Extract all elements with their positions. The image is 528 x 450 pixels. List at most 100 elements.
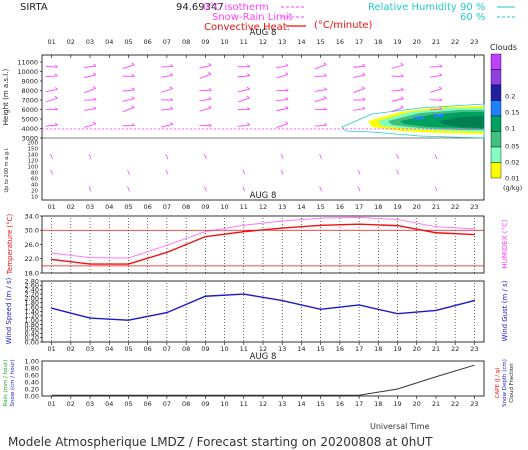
colorbar-tick-label: 0.15 <box>505 109 519 117</box>
wind-arrow <box>45 65 58 68</box>
wind-data-point <box>473 300 475 302</box>
profile-hour-tick-label: 08 <box>182 38 190 46</box>
wind-arrow-head <box>208 105 212 109</box>
wind-arrow <box>314 108 327 111</box>
humidex-axis-title: HUMIDEX (°C) <box>501 219 509 268</box>
wind-arrow-head <box>93 72 97 76</box>
wind-hour-tick-label: 11 <box>240 345 248 353</box>
wind-y-tick-label: 1.00 <box>25 317 39 325</box>
profile-hour-tick-label: 10 <box>220 38 228 46</box>
wind-arrow <box>314 124 327 127</box>
wind-arrow <box>199 98 212 102</box>
profile-low-tick-label: 60 <box>31 177 38 183</box>
temperature-y-tick-label: 22.0 <box>25 255 39 263</box>
temperature-data-point <box>358 216 360 219</box>
colorbar-tick-label: 0.1 <box>505 125 515 133</box>
profile-hour-tick-label: 05 <box>124 38 132 46</box>
precip-hour-tick-label: 15 <box>317 400 325 408</box>
profile-hour-tick-label: 07 <box>163 38 171 46</box>
legend-swatches <box>281 6 515 27</box>
temperature-hour-tick-label: 05 <box>124 203 132 211</box>
temperature-data-point <box>435 226 437 228</box>
wind-arrow-head <box>131 87 135 91</box>
wind-arrow <box>199 124 212 127</box>
profile-low-tick-label: 20 <box>31 189 38 195</box>
wind-arrow-head <box>93 97 97 101</box>
wind-arrow <box>84 87 96 94</box>
wind-arrow-head <box>323 87 327 90</box>
legend-rh-60: 60 % <box>460 12 485 23</box>
wind-hour-tick-label: 02 <box>67 345 75 353</box>
wind-arrow <box>276 99 289 101</box>
wind-arrow <box>314 89 327 92</box>
cape-axis-title: CAPE (J / g) <box>495 368 501 399</box>
precip-y-tick-label: 0.20 <box>25 385 39 393</box>
wind-hour-tick-label: 22 <box>451 345 459 353</box>
surface-wind-arrow <box>165 153 169 160</box>
wind-y-tick-label: 0.20 <box>25 334 39 342</box>
precip-hour-tick-label: 13 <box>278 400 286 408</box>
wind-arrow-head <box>131 123 135 126</box>
wind-arrow-head <box>285 63 289 67</box>
wind-hour-tick-label: 23 <box>470 345 478 353</box>
wind-arrow <box>237 97 250 103</box>
surface-wind-arrow <box>88 186 92 192</box>
wind-arrow-head <box>400 87 404 91</box>
wind-y-tick-label: 2.20 <box>25 290 39 298</box>
wind-arrow <box>314 64 327 70</box>
temperature-data-point <box>89 257 91 259</box>
temperature-data-point <box>243 224 245 226</box>
temperature-hour-tick-label: 16 <box>336 203 344 211</box>
precip-hour-tick-label: 14 <box>297 400 305 408</box>
colorbar-title: Clouds <box>490 43 517 52</box>
wind-arrow <box>391 98 404 102</box>
wind-arrow-head <box>323 62 327 65</box>
surface-wind-arrow <box>319 153 323 160</box>
colorbar-unit: (g/kg) <box>503 184 522 192</box>
temperature-data-point <box>320 224 322 226</box>
wind-y-tick-label: 1.80 <box>25 299 39 307</box>
wind-y-tick-label: 2.60 <box>25 282 39 290</box>
wind-hour-tick-label: 10 <box>220 345 228 353</box>
profile-height-tick-label: 4000 <box>21 125 38 133</box>
profile-height-axis-title: Height (m a.s.l.) <box>2 69 10 126</box>
temperature-data-point <box>127 257 130 259</box>
profile-hour-tick-label: 20 <box>413 38 421 46</box>
snow-axis-title: Snow (cm / hour) <box>10 359 16 406</box>
wind-hour-tick-label: 21 <box>432 345 440 353</box>
wind-arrow-head <box>439 72 443 76</box>
wind-arrow <box>84 123 96 128</box>
wind-arrow <box>122 107 135 112</box>
wind-arrow <box>353 74 366 79</box>
profile-low-axis-title: Up to 200 m a.g.l. <box>4 147 10 192</box>
profile-hour-tick-label: 16 <box>336 38 344 46</box>
colorbar-tick-label: 0.2 <box>505 93 515 101</box>
colorbar-swatch <box>490 146 502 163</box>
temperature-data-point <box>166 251 168 253</box>
wind-hour-tick-label: 14 <box>297 345 305 353</box>
temperature-hour-tick-label: 14 <box>297 203 305 211</box>
wind-speed-axis-title: Wind Speed (m / s) <box>5 277 13 344</box>
universal-time-label: Universal Time <box>370 422 430 431</box>
profile-low-tick-label: 10 <box>31 195 38 201</box>
temperature-y-tick-label: 34.0 <box>25 212 39 220</box>
profile-low-tick-label: 120 <box>28 159 39 165</box>
wind-arrow <box>429 108 442 111</box>
precip-hour-tick-label: 16 <box>336 400 344 408</box>
wind-arrow <box>122 64 135 70</box>
temperature-hour-tick-label: 01 <box>47 203 55 211</box>
wind-arrow <box>276 65 289 69</box>
wind-arrow <box>160 108 173 111</box>
wind-arrow <box>276 74 289 79</box>
profile-height-tick-label: 6000 <box>21 106 38 114</box>
snow-depth-axis-title: Snow Depth (cm) <box>502 359 508 407</box>
wind-hour-tick-label: 13 <box>278 345 286 353</box>
wind-arrow-head <box>285 97 289 100</box>
precip-hour-tick-label: 23 <box>470 400 478 408</box>
surface-wind-arrow <box>434 186 438 192</box>
profile-height-tick-label: 7000 <box>21 97 38 105</box>
temperature-y-tick-label: 26.0 <box>25 241 39 249</box>
profile-hour-tick-label: 17 <box>355 38 363 46</box>
wind-arrow-head <box>170 64 174 67</box>
temperature-data-point <box>396 218 399 221</box>
